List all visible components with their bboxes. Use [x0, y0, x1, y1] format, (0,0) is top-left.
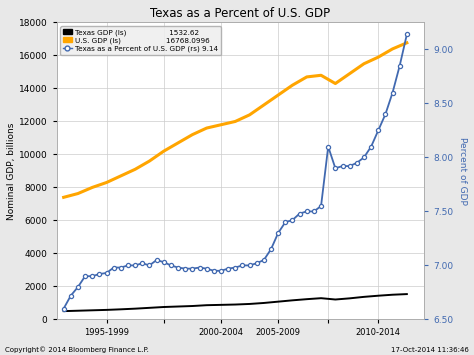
Text: Copyright© 2014 Bloomberg Finance L.P.: Copyright© 2014 Bloomberg Finance L.P. [5, 346, 149, 353]
Y-axis label: Nominal GDP, billions: Nominal GDP, billions [7, 122, 16, 220]
Text: 17-Oct-2014 11:36:46: 17-Oct-2014 11:36:46 [392, 347, 469, 353]
Title: Texas as a Percent of U.S. GDP: Texas as a Percent of U.S. GDP [150, 7, 330, 20]
Legend: Texas GDP (ls)                   1532.62, U.S. GDP (ls)                    16768: Texas GDP (ls) 1532.62, U.S. GDP (ls) 16… [60, 26, 221, 55]
Y-axis label: Percent of GDP: Percent of GDP [458, 137, 467, 205]
